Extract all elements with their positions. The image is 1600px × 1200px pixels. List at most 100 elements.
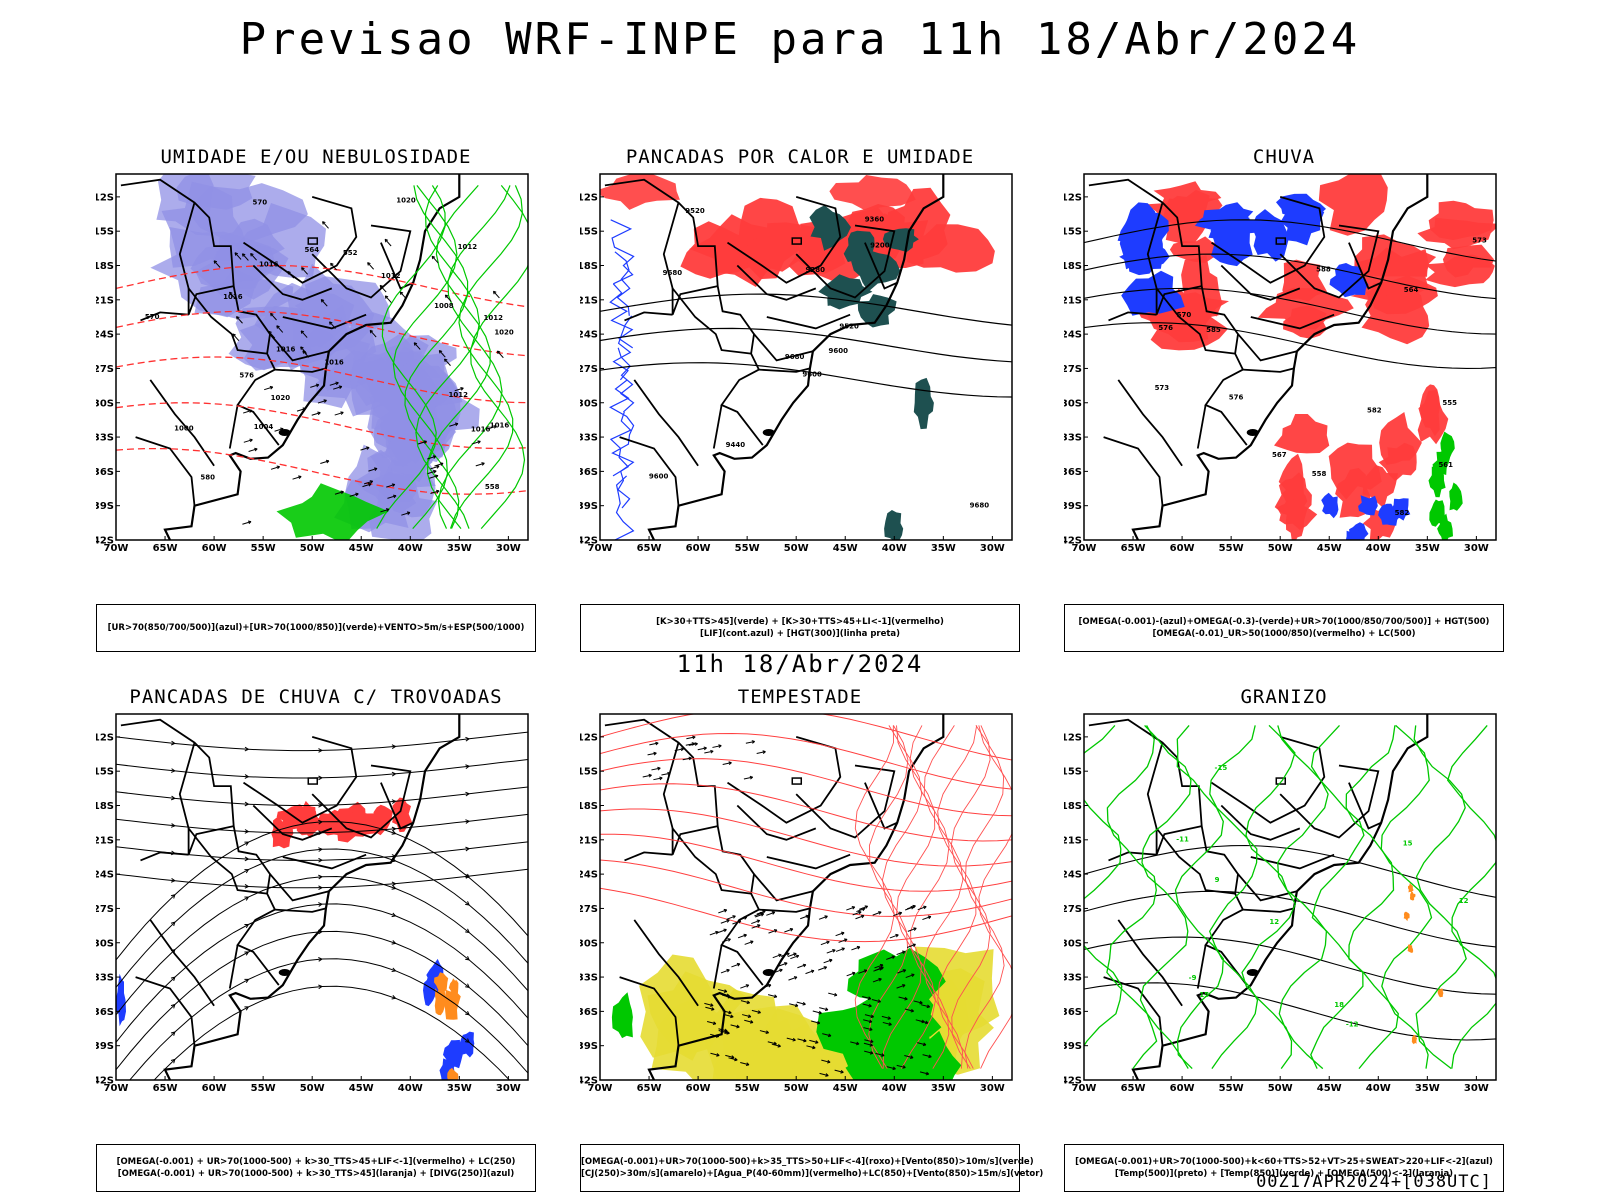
streamline-arrow xyxy=(170,949,176,954)
wind-vector-head xyxy=(793,976,798,980)
wind-vector-head xyxy=(726,993,730,998)
lon-tick-label: 55W xyxy=(735,543,760,554)
streamline-arrow xyxy=(170,1058,176,1064)
lat-tick-label: 12S xyxy=(96,192,114,203)
wind-vector-head xyxy=(919,1000,923,1005)
contour-label: 1016 xyxy=(471,425,491,433)
temperature-850-contour xyxy=(1446,724,1496,1069)
wind-vector-head xyxy=(655,741,659,746)
wind-vector-head xyxy=(300,346,304,350)
wind-vector-head xyxy=(856,945,861,950)
streamline-arrow xyxy=(391,995,396,1000)
wind-vector-head xyxy=(818,1010,822,1015)
wind-vector-head xyxy=(653,751,657,756)
rain-area-red xyxy=(1378,442,1417,482)
wind-vector-head xyxy=(436,489,440,494)
wind-vector xyxy=(893,912,902,917)
pressure-contour-line xyxy=(210,563,439,570)
wind-vector-head xyxy=(276,325,280,329)
contour-label: 582 xyxy=(1395,509,1410,517)
lat-tick-label: 24S xyxy=(1064,870,1082,881)
wind-vector-head xyxy=(320,299,325,303)
humidity-upper-area xyxy=(368,473,438,540)
wind-vector xyxy=(427,455,437,460)
wind-vector xyxy=(858,969,868,974)
wind-vector xyxy=(330,262,337,271)
wind-vector xyxy=(292,476,302,480)
wind-vector xyxy=(334,491,344,495)
strong-instability-area xyxy=(843,230,875,268)
instability-area xyxy=(829,175,916,211)
wind-vector xyxy=(661,772,671,776)
contour-label: 9280 xyxy=(805,266,825,274)
streamline-arrow xyxy=(465,983,470,988)
wind-vector-head xyxy=(440,462,444,466)
wind-vector-head xyxy=(881,1053,885,1057)
wind-vector-head xyxy=(694,742,698,746)
wind-vector xyxy=(709,931,719,936)
temperature-850-contour xyxy=(1345,725,1399,1070)
wind-vector-head xyxy=(892,1066,896,1071)
lon-tick-label: 70W xyxy=(588,1083,613,1094)
political-border xyxy=(149,379,215,467)
wind-vector xyxy=(772,954,782,959)
contour-label: 1012 xyxy=(448,391,468,399)
lifted-index-contour xyxy=(614,475,635,540)
wind-vector xyxy=(649,742,659,746)
streamline-arrow xyxy=(318,874,323,880)
storm-area xyxy=(448,978,459,999)
wind-vector-head xyxy=(902,984,906,988)
wind-vector xyxy=(907,927,917,932)
wind-vector-head xyxy=(869,1027,873,1032)
base-map xyxy=(600,174,945,540)
streamline-arrow xyxy=(465,928,470,933)
wind-vector xyxy=(401,512,411,516)
atlantic-coastline xyxy=(163,174,461,540)
base-map xyxy=(116,174,461,540)
wind-vector-head xyxy=(737,919,742,924)
rain-area-red xyxy=(1285,496,1308,540)
wind-vector xyxy=(863,1027,873,1031)
storm-area xyxy=(447,1067,459,1080)
streamline-arrow xyxy=(318,847,323,852)
lon-tick-label: 30W xyxy=(1464,543,1489,554)
lat-tick-label: 39S xyxy=(96,1041,114,1052)
wind-vector-head xyxy=(840,1069,844,1074)
lon-tick-label: 50W xyxy=(784,543,809,554)
geopotential-contour-line xyxy=(600,362,1012,398)
wind-vector xyxy=(274,428,284,432)
map-canvas: 9600 9680 9680 9600 9520 9440 9360 9280 9200 9600… xyxy=(580,173,1013,554)
panel-legend: [OMEGA(-0.001) + UR>70(1000-500) + k>30_… xyxy=(96,1144,536,1192)
wind-vector-head xyxy=(431,255,436,260)
wind-vector xyxy=(718,909,727,914)
thickness-contour-line xyxy=(600,859,1012,917)
streamline-arrow xyxy=(465,846,470,852)
political-border xyxy=(864,782,898,830)
contour-label: -15 xyxy=(1215,764,1228,772)
wind-vector-head xyxy=(723,989,728,993)
political-border xyxy=(712,944,723,989)
wind-vector xyxy=(349,493,359,497)
wind-vector xyxy=(823,959,833,964)
rain-area-red xyxy=(1318,174,1388,236)
wind-vector-head xyxy=(877,999,881,1003)
wind-vector xyxy=(886,1066,896,1070)
political-border xyxy=(633,379,699,467)
wind-vector xyxy=(778,962,788,967)
wind-vector xyxy=(806,1045,816,1049)
wind-vectors xyxy=(704,904,932,1077)
wind-vector-head xyxy=(898,911,903,916)
strong-instability-area xyxy=(884,510,904,540)
lon-tick-label: 65W xyxy=(1121,543,1146,554)
rain-area-red xyxy=(1283,305,1327,339)
lat-tick-label: 36S xyxy=(96,1007,114,1018)
wind-vector-head xyxy=(784,962,788,966)
wind-vector-head xyxy=(868,1019,873,1024)
wind-vector-head xyxy=(730,1014,734,1019)
wind-vector xyxy=(704,1002,714,1007)
wind-vector-head xyxy=(767,983,772,988)
contour-label: 570 xyxy=(252,198,267,206)
streamline-arrow xyxy=(465,819,470,824)
map-frame xyxy=(115,713,529,1081)
